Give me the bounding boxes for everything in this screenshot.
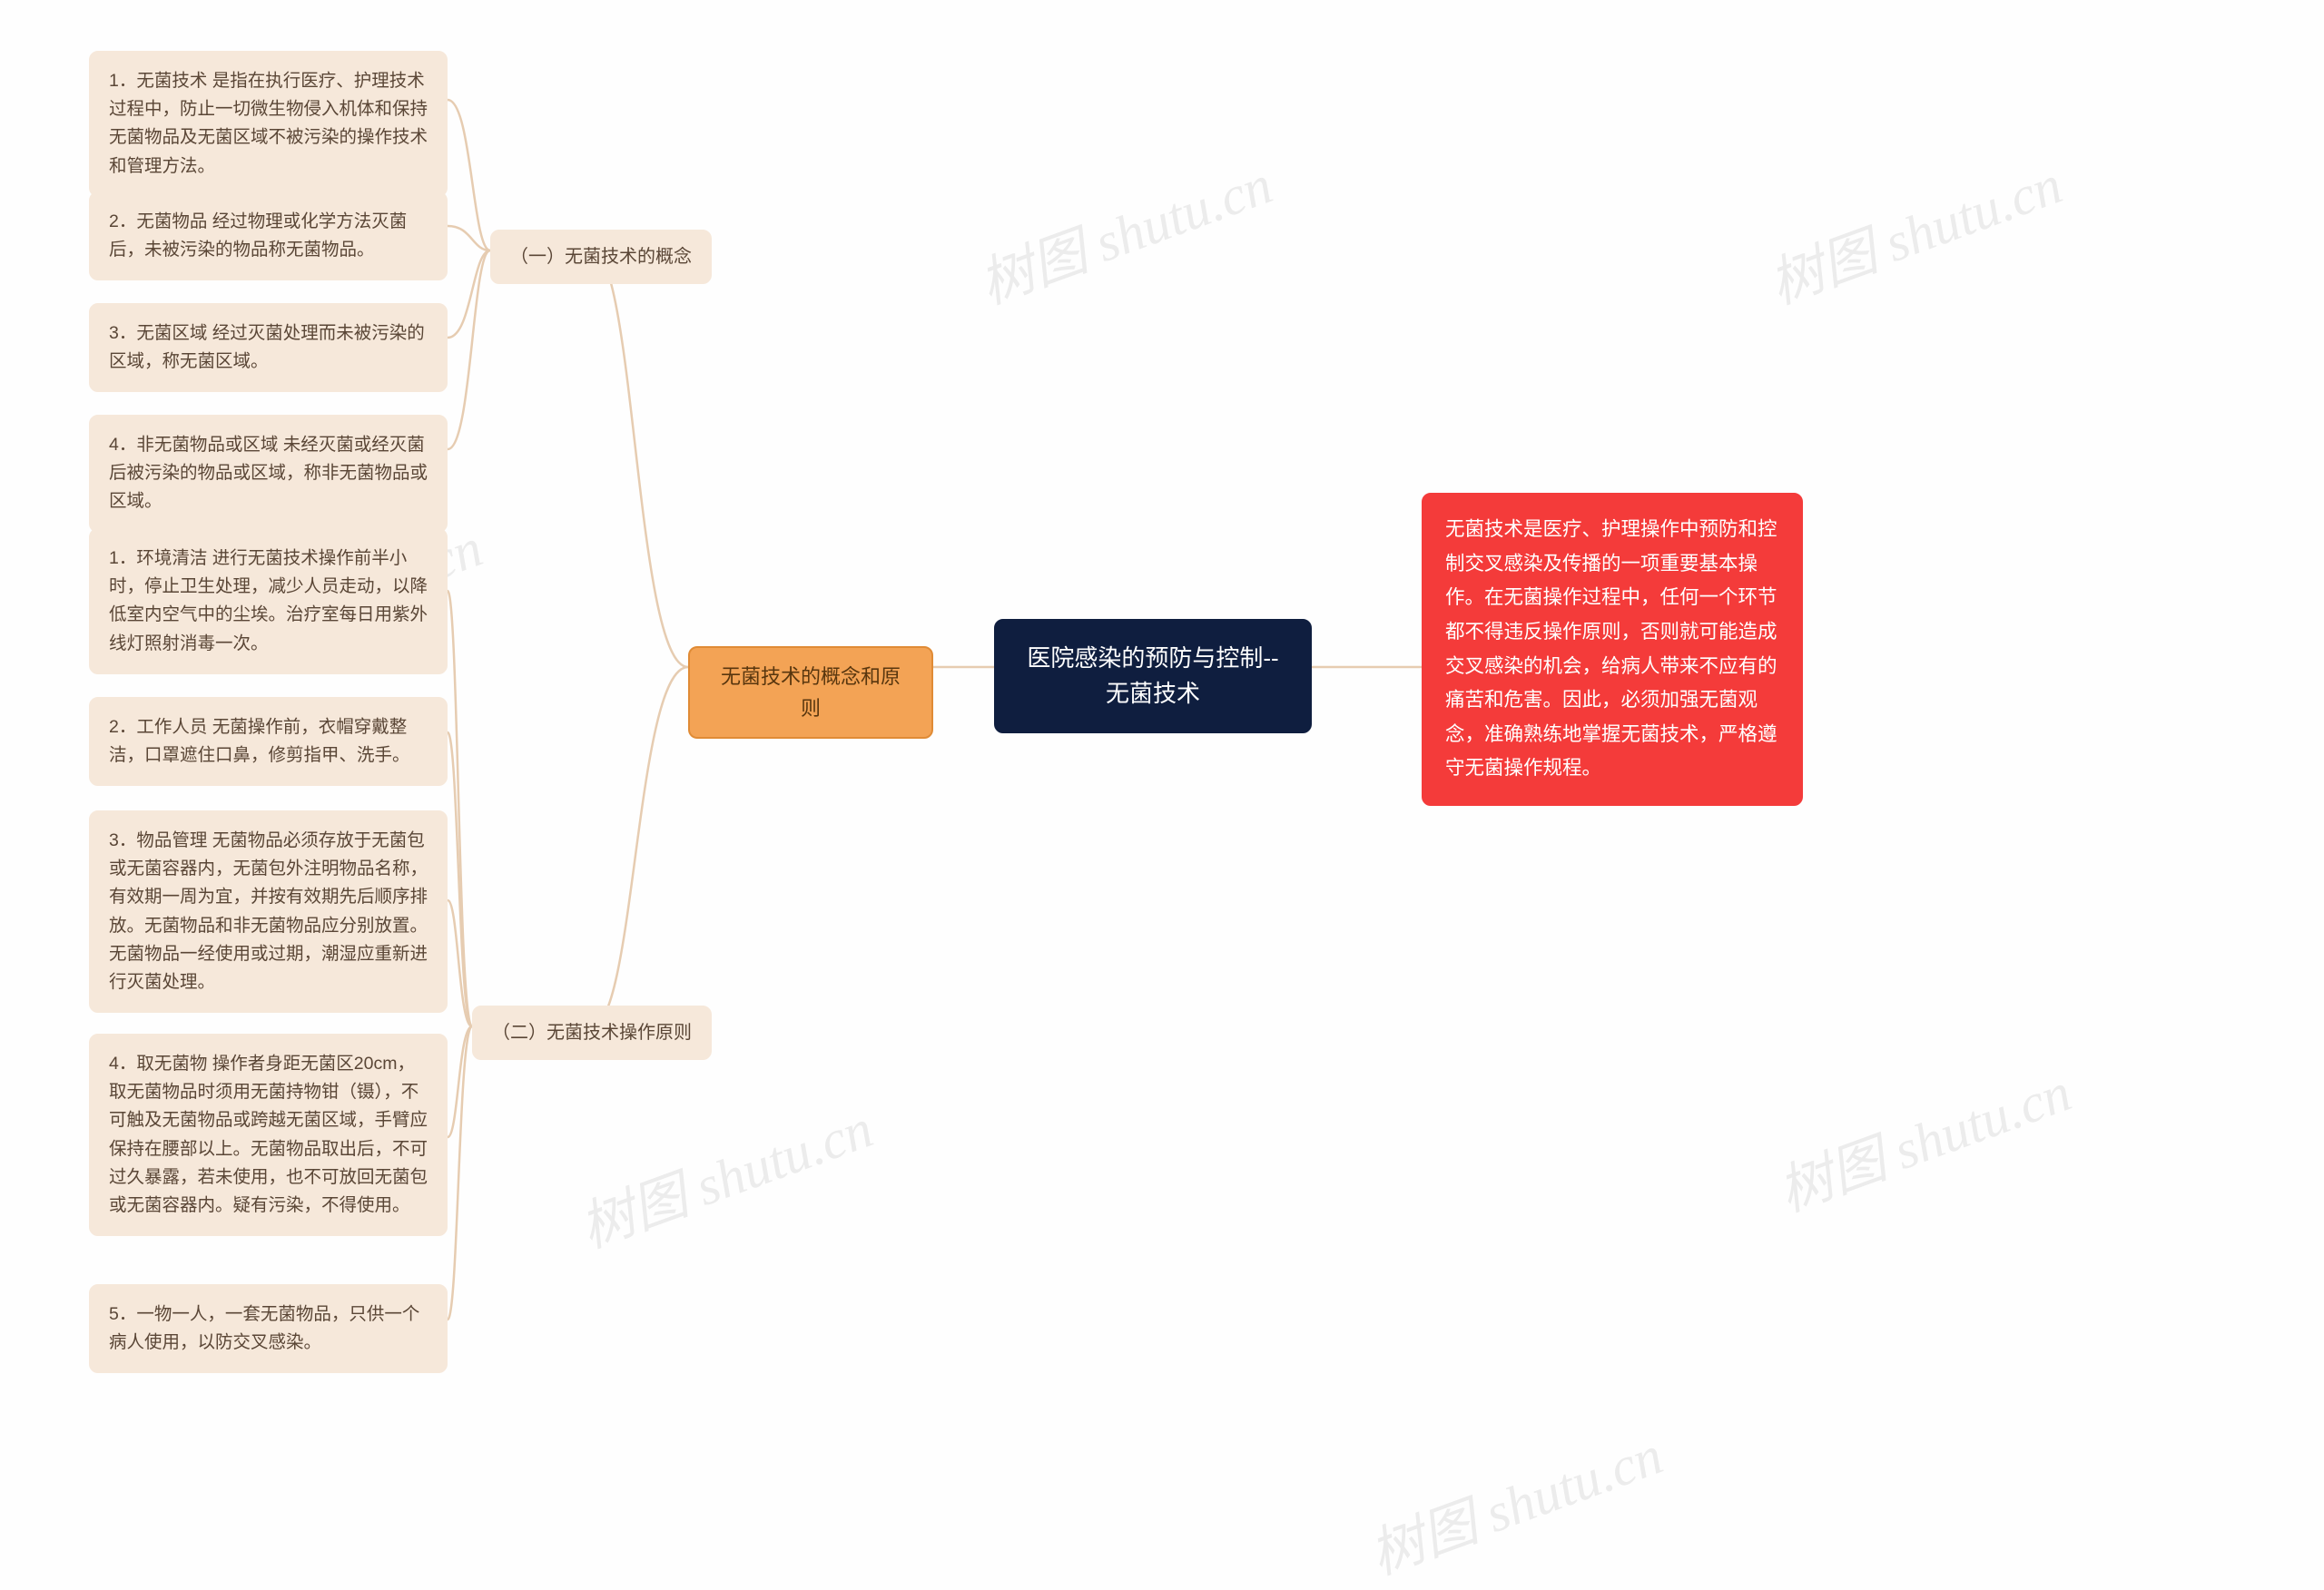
watermark: 树图 shutu.cn (1766, 1048, 2080, 1227)
central-title-line1: 医院感染的预防与控制-- (1023, 641, 1283, 676)
watermark: 树图 shutu.cn (567, 1085, 881, 1263)
description-node[interactable]: 无菌技术是医疗、护理操作中预防和控制交叉感染及传播的一项重要基本操作。在无菌操作… (1422, 493, 1803, 806)
concept-principle-node[interactable]: 无菌技术的概念和原则 (688, 646, 933, 739)
leaf-s2-1[interactable]: 1．环境清洁 进行无菌技术操作前半小时，停止卫生处理，减少人员走动，以降低室内空… (89, 528, 448, 674)
central-topic[interactable]: 医院感染的预防与控制-- 无菌技术 (994, 619, 1312, 733)
leaf-s1-1[interactable]: 1．无菌技术 是指在执行医疗、护理技术过程中，防止一切微生物侵入机体和保持无菌物… (89, 51, 448, 197)
leaf-s1-2[interactable]: 2．无菌物品 经过物理或化学方法灭菌后，未被污染的物品称无菌物品。 (89, 191, 448, 280)
leaf-s2-4[interactable]: 4．取无菌物 操作者身距无菌区20cm，取无菌物品时须用无菌持物钳（镊），不可触… (89, 1034, 448, 1236)
section1-title[interactable]: （一）无菌技术的概念 (490, 230, 712, 284)
leaf-s2-3[interactable]: 3．物品管理 无菌物品必须存放于无菌包或无菌容器内，无菌包外注明物品名称，有效期… (89, 810, 448, 1013)
leaf-s1-4[interactable]: 4．非无菌物品或区域 未经灭菌或经灭菌后被污染的物品或区域，称非无菌物品或区域。 (89, 415, 448, 533)
watermark: 树图 shutu.cn (1757, 141, 2071, 319)
leaf-s1-3[interactable]: 3．无菌区域 经过灭菌处理而未被污染的区域，称无菌区域。 (89, 303, 448, 392)
central-title-line2: 无菌技术 (1023, 676, 1283, 712)
watermark: 树图 shutu.cn (967, 141, 1281, 319)
section2-title[interactable]: （二）无菌技术操作原则 (472, 1006, 712, 1060)
watermark: 树图 shutu.cn (1357, 1411, 1671, 1590)
leaf-s2-5[interactable]: 5．一物一人，一套无菌物品，只供一个病人使用，以防交叉感染。 (89, 1284, 448, 1373)
leaf-s2-2[interactable]: 2．工作人员 无菌操作前，衣帽穿戴整洁，口罩遮住口鼻，修剪指甲、洗手。 (89, 697, 448, 786)
